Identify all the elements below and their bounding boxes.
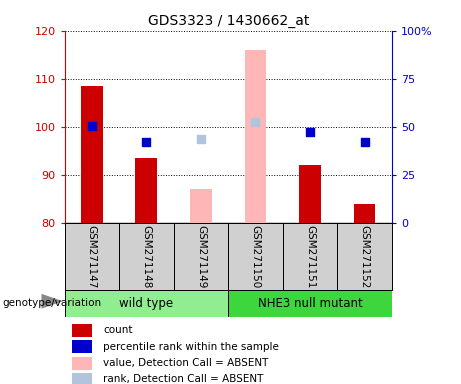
Polygon shape bbox=[41, 294, 63, 309]
FancyBboxPatch shape bbox=[65, 290, 228, 317]
Text: genotype/variation: genotype/variation bbox=[2, 298, 101, 308]
Text: percentile rank within the sample: percentile rank within the sample bbox=[103, 342, 279, 352]
Point bbox=[306, 128, 313, 134]
Bar bbox=[72, 324, 92, 337]
FancyBboxPatch shape bbox=[228, 290, 392, 317]
FancyBboxPatch shape bbox=[337, 223, 392, 290]
Text: GSM271151: GSM271151 bbox=[305, 225, 315, 288]
FancyBboxPatch shape bbox=[119, 223, 174, 290]
FancyBboxPatch shape bbox=[283, 223, 337, 290]
Text: wild type: wild type bbox=[119, 297, 173, 310]
Bar bbox=[72, 340, 92, 353]
FancyBboxPatch shape bbox=[174, 223, 228, 290]
Title: GDS3323 / 1430662_at: GDS3323 / 1430662_at bbox=[148, 14, 309, 28]
Bar bbox=[81, 86, 103, 223]
Point bbox=[142, 139, 150, 145]
FancyBboxPatch shape bbox=[65, 223, 119, 290]
Bar bbox=[190, 189, 212, 223]
Bar bbox=[299, 165, 321, 223]
Bar bbox=[72, 357, 92, 370]
Point bbox=[197, 136, 205, 142]
Text: count: count bbox=[103, 326, 133, 336]
Text: GSM271152: GSM271152 bbox=[360, 225, 370, 288]
Bar bbox=[354, 204, 375, 223]
Text: GSM271149: GSM271149 bbox=[196, 225, 206, 288]
Text: GSM271150: GSM271150 bbox=[250, 225, 260, 288]
Text: value, Detection Call = ABSENT: value, Detection Call = ABSENT bbox=[103, 358, 269, 368]
Bar bbox=[136, 158, 157, 223]
FancyBboxPatch shape bbox=[228, 223, 283, 290]
Bar bbox=[72, 373, 92, 384]
Point bbox=[88, 123, 95, 129]
Text: GSM271147: GSM271147 bbox=[87, 225, 97, 288]
Point bbox=[252, 119, 259, 125]
Bar bbox=[244, 50, 266, 223]
Point bbox=[361, 139, 368, 145]
Text: rank, Detection Call = ABSENT: rank, Detection Call = ABSENT bbox=[103, 374, 264, 384]
Text: GSM271148: GSM271148 bbox=[142, 225, 151, 288]
Text: NHE3 null mutant: NHE3 null mutant bbox=[258, 297, 362, 310]
